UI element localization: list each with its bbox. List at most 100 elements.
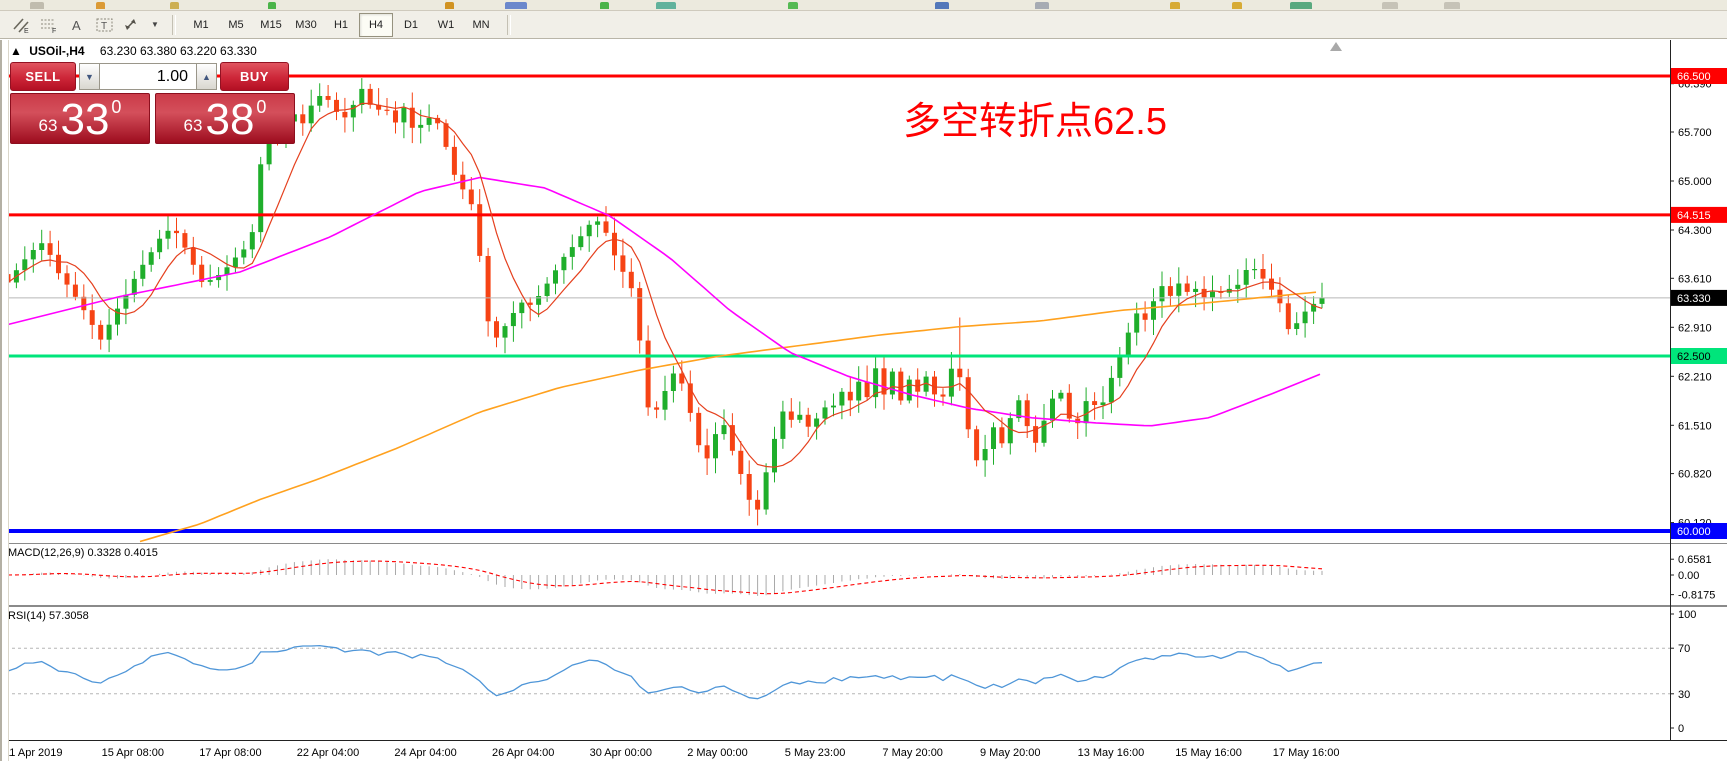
svg-text:64.515: 64.515 (1677, 210, 1711, 222)
svg-text:64.300: 64.300 (1678, 225, 1712, 237)
buy-price-sup: 0 (256, 97, 267, 117)
tab-timeframe-m1[interactable]: M1 (193, 18, 209, 31)
collapse-arrow-icon[interactable]: ▲ (10, 44, 22, 58)
svg-text:62.910: 62.910 (1678, 322, 1712, 334)
svg-text:65.000: 65.000 (1678, 176, 1712, 188)
macd-histogram (15, 559, 1323, 596)
svg-text:63.330: 63.330 (1677, 293, 1711, 305)
tab-timeframe-h4[interactable]: H4 (359, 12, 393, 37)
autoscroll-marker-icon[interactable] (1330, 42, 1342, 51)
tab-timeframe-m5[interactable]: M5 (228, 18, 244, 31)
chart-toolbar: E F A T ▼ M1 M5 M15 M30 H1 H4 D1 W1 MN (0, 11, 1727, 39)
svg-text:9 May 20:00: 9 May 20:00 (980, 747, 1041, 759)
macd-signal-line (7, 560, 1323, 595)
svg-text:5 May 23:00: 5 May 23:00 (785, 747, 846, 759)
cycle-lines-icon[interactable] (120, 14, 146, 36)
svg-text:E: E (24, 28, 29, 34)
buy-button[interactable]: BUY (220, 62, 289, 91)
sell-price-sup: 0 (111, 97, 122, 117)
svg-text:70: 70 (1678, 643, 1690, 655)
toolbar-icon-fragment (935, 2, 949, 9)
ma-slow-line (139, 291, 1317, 543)
svg-text:30 Apr 00:00: 30 Apr 00:00 (590, 747, 652, 759)
svg-text:30: 30 (1678, 689, 1690, 701)
svg-text:65.700: 65.700 (1678, 127, 1712, 139)
tab-timeframe-m30[interactable]: M30 (295, 18, 317, 31)
window-left-border (0, 40, 9, 761)
svg-text:7 May 20:00: 7 May 20:00 (882, 747, 943, 759)
svg-text:15 May 16:00: 15 May 16:00 (1175, 747, 1242, 759)
buy-price-prefix: 63 (183, 116, 203, 135)
rsi-line (7, 644, 1323, 700)
ohlc-values: 63.230 63.380 63.220 63.330 (99, 44, 257, 58)
svg-text:26 Apr 04:00: 26 Apr 04:00 (492, 747, 554, 759)
buy-price-button[interactable]: 63 38 0 (155, 93, 295, 144)
text-label-icon[interactable]: A (64, 14, 90, 36)
toolbar-icon-fragment (788, 2, 798, 9)
svg-text:100: 100 (1678, 609, 1696, 621)
svg-text:61.510: 61.510 (1678, 420, 1712, 432)
sell-price-button[interactable]: 63 33 0 (10, 93, 150, 144)
svg-text:0.00: 0.00 (1678, 570, 1699, 582)
svg-text:-0.8175: -0.8175 (1678, 590, 1715, 602)
svg-text:0: 0 (1678, 723, 1684, 735)
macd-indicator-label: MACD(12,26,9) 0.3328 0.4015 (8, 547, 158, 559)
rsi-axis: 100 70 30 0 (1670, 609, 1696, 735)
fibonacci-icon[interactable]: F (36, 14, 62, 36)
toolbar-separator (172, 14, 176, 35)
one-click-trade-panel: SELL ▼ ▲ BUY 63 33 0 63 38 0 (10, 61, 297, 144)
toolbar-icon-fragment (30, 2, 44, 9)
toolbar-icon-fragment (505, 2, 527, 9)
equidistant-channel-icon[interactable]: E (8, 14, 34, 36)
horizontal-levels (0, 74, 1670, 533)
x-axis-labels: 11 Apr 2019 15 Apr 08:00 17 Apr 08:00 22 Ap… (4, 747, 1339, 759)
svg-text:17 May 16:00: 17 May 16:00 (1273, 747, 1340, 759)
symbol-title: USOil-,H4 (29, 44, 85, 58)
svg-text:66.500: 66.500 (1677, 71, 1711, 83)
volume-input[interactable] (100, 63, 196, 90)
tab-timeframe-mn[interactable]: MN (472, 18, 490, 31)
tab-timeframe-m15[interactable]: M15 (260, 18, 282, 31)
candles (5, 78, 1325, 526)
svg-text:60.000: 60.000 (1677, 526, 1711, 538)
svg-text:0.6581: 0.6581 (1678, 554, 1712, 566)
svg-text:15 Apr 08:00: 15 Apr 08:00 (102, 747, 164, 759)
toolbar-icon-fragment (1382, 2, 1398, 9)
chart-header: ▲ USOil-,H4 63.230 63.380 63.220 63.330 (10, 44, 257, 58)
text-box-icon[interactable]: T (92, 14, 118, 36)
tab-timeframe-h1[interactable]: H1 (333, 18, 349, 31)
toolbar-icon-fragment (445, 2, 454, 9)
sell-price-big: 33 (60, 95, 110, 144)
svg-text:62.500: 62.500 (1677, 351, 1711, 363)
toolbar-icon-fragment (268, 2, 276, 9)
svg-text:60.820: 60.820 (1678, 469, 1712, 481)
toolbar-icon-fragment (1290, 2, 1312, 9)
toolbar-icon-fragment (656, 2, 676, 9)
toolbar-icon-fragment (96, 2, 105, 9)
svg-text:F: F (52, 28, 56, 34)
ma-mid-line (7, 176, 1321, 427)
chart-text-annotation[interactable]: 多空转折点62.5 (903, 101, 1167, 143)
toolbar-icon-fragment (170, 2, 179, 9)
tab-timeframe-d1[interactable]: D1 (403, 18, 419, 31)
rsi-indicator-label: RSI(14) 57.3058 (8, 610, 89, 622)
macd-axis: 0.6581 0.00 -0.8175 (1670, 554, 1715, 602)
clipped-toolbar-strip (0, 0, 1727, 11)
svg-text:22 Apr 04:00: 22 Apr 04:00 (297, 747, 359, 759)
svg-text:62.210: 62.210 (1678, 371, 1712, 383)
svg-text:24 Apr 04:00: 24 Apr 04:00 (394, 747, 456, 759)
dropdown-caret-icon[interactable]: ▼ (151, 20, 159, 29)
toolbar-icon-fragment (1170, 2, 1180, 9)
tab-timeframe-w1[interactable]: W1 (437, 18, 455, 31)
buy-price-big: 38 (205, 95, 255, 144)
toolbar-icon-fragment (1035, 2, 1049, 9)
ma-fast-line (7, 102, 1323, 468)
panel-frame (0, 40, 1727, 741)
toolbar-icon-fragment (1444, 2, 1460, 9)
sell-button[interactable]: SELL (10, 62, 76, 91)
volume-decrease-button[interactable]: ▼ (79, 63, 100, 90)
volume-increase-button[interactable]: ▲ (196, 63, 217, 90)
toolbar-icon-fragment (1232, 2, 1242, 9)
